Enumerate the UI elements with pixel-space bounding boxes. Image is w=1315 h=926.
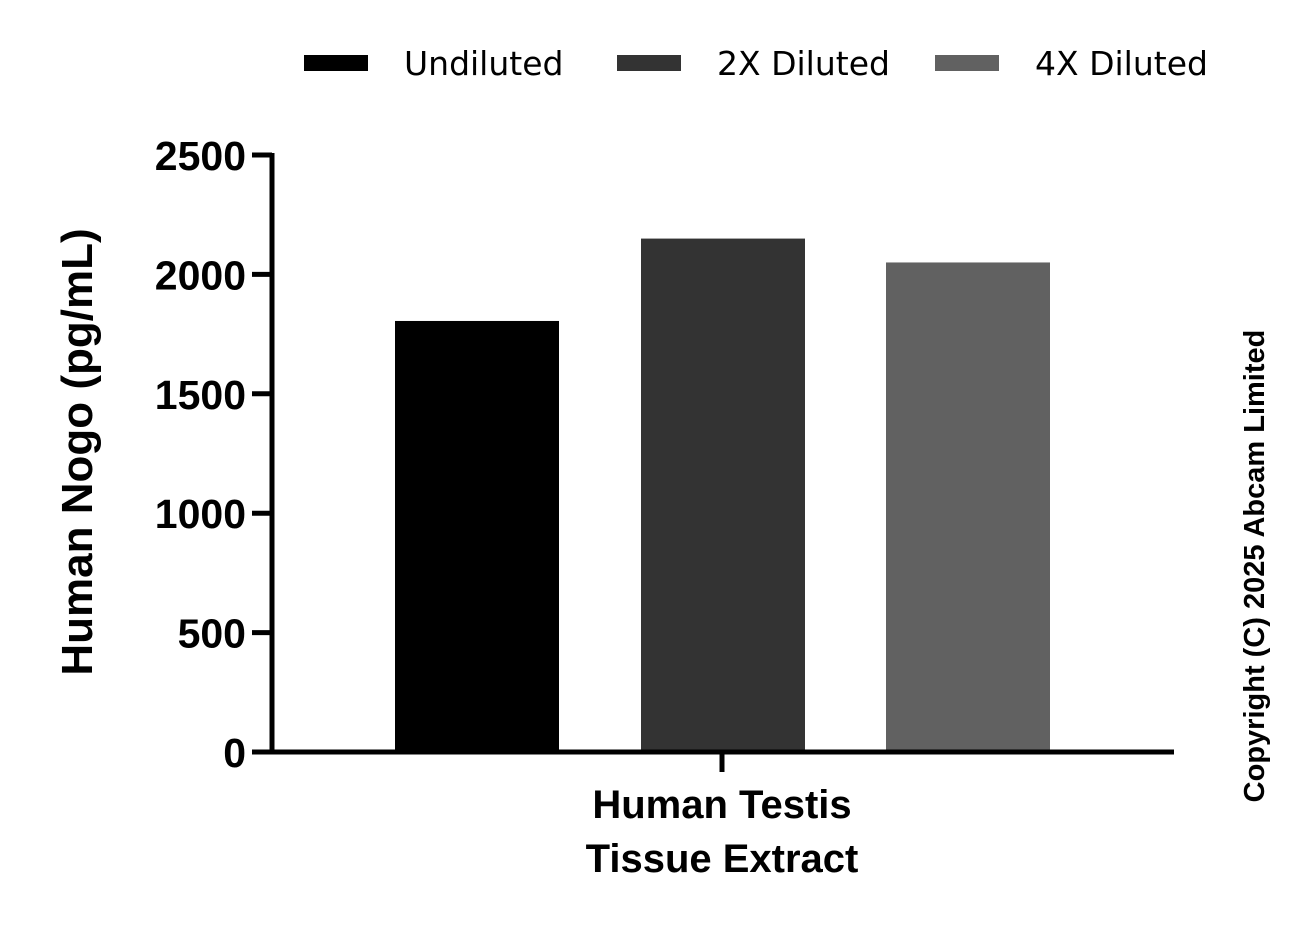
- legend-swatch-4x-diluted: [935, 55, 999, 71]
- x-category-label-line-2: Tissue Extract: [586, 837, 859, 881]
- x-category-label-line-1: Human Testis: [592, 783, 851, 827]
- copyright-notice: Copyright (C) 2025 Abcam Limited: [1239, 330, 1271, 803]
- legend-label-2x-diluted: 2X Diluted: [717, 44, 890, 83]
- legend-label-undiluted: Undiluted: [404, 44, 563, 83]
- legend-swatch-undiluted: [304, 55, 368, 71]
- y-tick-label: 2000: [155, 252, 246, 298]
- y-tick-label: 0: [223, 730, 246, 776]
- y-tick-label: 1000: [155, 491, 246, 537]
- legend-label-4x-diluted: 4X Diluted: [1035, 44, 1208, 83]
- y-tick-label: 1500: [155, 372, 246, 418]
- x-category-label: Human Testis Tissue Extract: [586, 783, 859, 881]
- legend: Undiluted 2X Diluted 4X Diluted: [304, 44, 1208, 83]
- y-tick-label: 500: [178, 611, 246, 657]
- y-axis-title: Human Nogo (pg/mL): [53, 228, 102, 675]
- bar-4x-diluted: [886, 262, 1050, 752]
- y-tick-label: 2500: [155, 133, 246, 179]
- legend-swatch-2x-diluted: [617, 55, 681, 71]
- bar-undiluted: [395, 320, 559, 752]
- axes: 0 500 1000 1500 2000 2500: [155, 133, 1174, 776]
- bars: [395, 238, 1050, 752]
- bar-2x-diluted: [641, 238, 805, 752]
